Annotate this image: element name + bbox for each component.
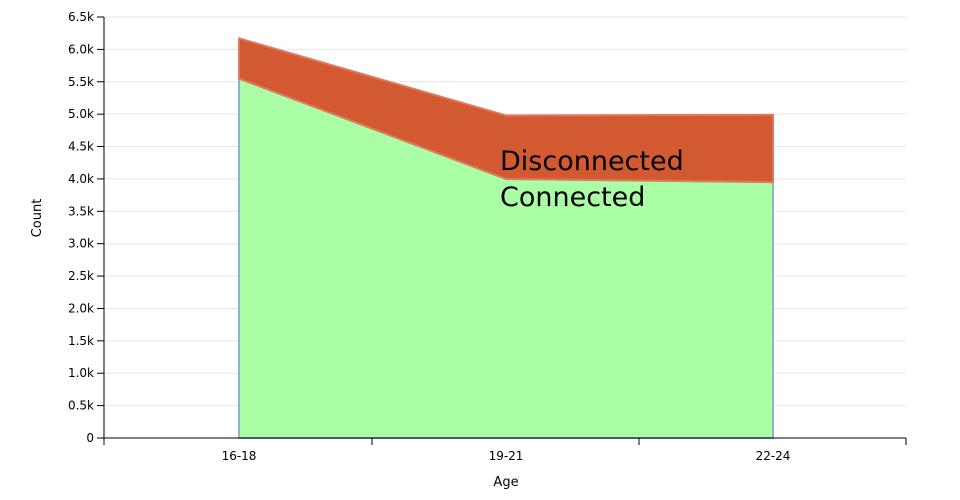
y-tick-label: 2.5k <box>68 269 94 283</box>
axes <box>97 16 907 445</box>
area-series <box>238 37 774 439</box>
y-tick-label: 6.0k <box>68 42 94 56</box>
legend: Disconnected Connected <box>500 146 684 213</box>
y-tick-label: 3.0k <box>68 237 94 251</box>
y-tick-label: 1.0k <box>68 366 94 380</box>
y-tick-label: 3.5k <box>68 204 94 218</box>
area-disconnected <box>238 37 774 184</box>
x-tick-label: 19-21 <box>489 449 524 463</box>
legend-item-disconnected: Disconnected <box>500 146 684 177</box>
legend-item-connected: Connected <box>500 182 645 213</box>
y-tick-label: 5.0k <box>68 107 94 121</box>
x-axis-title: Age <box>493 475 518 490</box>
y-tick-label: 2.0k <box>68 301 94 315</box>
y-tick-label: 6.5k <box>68 10 94 24</box>
x-tick-label: 22-24 <box>756 449 791 463</box>
y-tick-label: 5.5k <box>68 75 94 89</box>
y-tick-label: 4.0k <box>68 172 94 186</box>
y-tick-label: 4.5k <box>68 140 94 154</box>
y-tick-label: 0.5k <box>68 399 94 413</box>
x-tick-label: 16-18 <box>222 449 257 463</box>
y-tick-label: 0 <box>86 431 94 445</box>
tick-labels: 0 0.5k 1.0k 1.5k 2.0k 2.5k 3.0k 3.5k 4.0k 4.5k 5.0… <box>68 10 790 463</box>
y-tick-label: 1.5k <box>68 334 94 348</box>
y-axis-title: Count <box>30 199 45 238</box>
